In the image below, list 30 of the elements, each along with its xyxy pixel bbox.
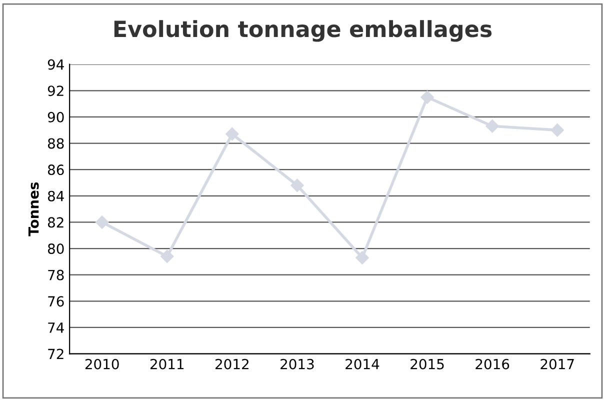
y-tick-label: 92 [48, 86, 64, 96]
x-tick-label: 2010 [85, 358, 119, 370]
x-tick-label: 2012 [216, 358, 248, 370]
y-tick-label: 80 [48, 243, 64, 254]
y-tick-label: 90 [48, 112, 64, 122]
y-tick-label: 78 [48, 270, 64, 280]
point [420, 90, 434, 104]
y-tick-label: 72 [48, 348, 64, 360]
chart-title: Evolution tonnage emballages [114, 20, 492, 42]
y-tick-label: 76 [48, 296, 64, 307]
point [356, 251, 369, 264]
y-tick-label: 94 [48, 59, 64, 70]
x-tick-label: 2016 [476, 358, 510, 370]
x-tick-label: 2011 [150, 358, 184, 370]
y-tick-label: 74 [48, 322, 64, 333]
y-tick-label: 86 [48, 164, 64, 176]
y-axis-title: Tonnes [28, 182, 39, 236]
x-tick-label: 2014 [346, 358, 380, 370]
y-tick-label: 82 [48, 217, 64, 228]
y-tick-label: 84 [48, 190, 64, 202]
point [160, 250, 174, 263]
point [226, 127, 239, 141]
point [550, 124, 564, 137]
x-tick-label: 2017 [540, 358, 574, 370]
point [290, 178, 304, 192]
point [486, 120, 499, 133]
y-tick-label: 88 [48, 138, 64, 149]
x-tick-label: 2015 [410, 358, 444, 370]
x-tick-label: 2013 [280, 358, 314, 370]
point [96, 216, 109, 229]
